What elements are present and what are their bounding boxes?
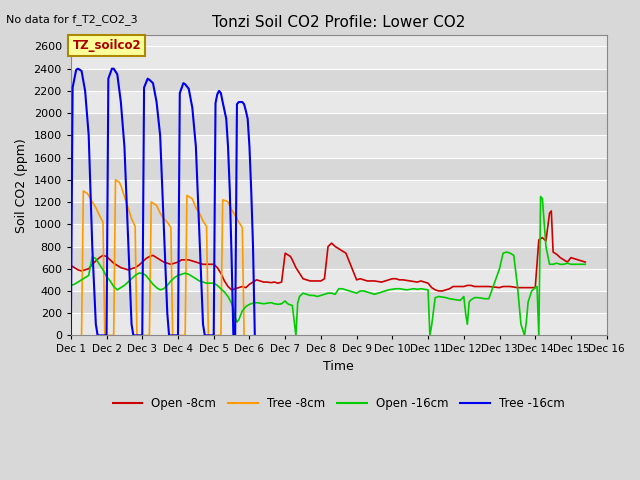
Bar [71, 247, 607, 269]
Bar [71, 180, 607, 202]
Bar [71, 91, 607, 113]
Bar [71, 291, 607, 313]
Bar [71, 113, 607, 135]
Text: TZ_soilco2: TZ_soilco2 [72, 39, 141, 52]
X-axis label: Time: Time [323, 360, 354, 373]
Text: No data for f_T2_CO2_3: No data for f_T2_CO2_3 [6, 14, 138, 25]
Bar [71, 69, 607, 91]
Bar [71, 157, 607, 180]
Title: Tonzi Soil CO2 Profile: Lower CO2: Tonzi Soil CO2 Profile: Lower CO2 [212, 15, 465, 30]
Bar [71, 202, 607, 224]
Bar [71, 269, 607, 291]
Bar [71, 135, 607, 157]
Bar [71, 313, 607, 336]
Legend: Open -8cm, Tree -8cm, Open -16cm, Tree -16cm: Open -8cm, Tree -8cm, Open -16cm, Tree -… [108, 392, 570, 415]
Bar [71, 47, 607, 69]
Bar [71, 224, 607, 247]
Y-axis label: Soil CO2 (ppm): Soil CO2 (ppm) [15, 138, 28, 233]
